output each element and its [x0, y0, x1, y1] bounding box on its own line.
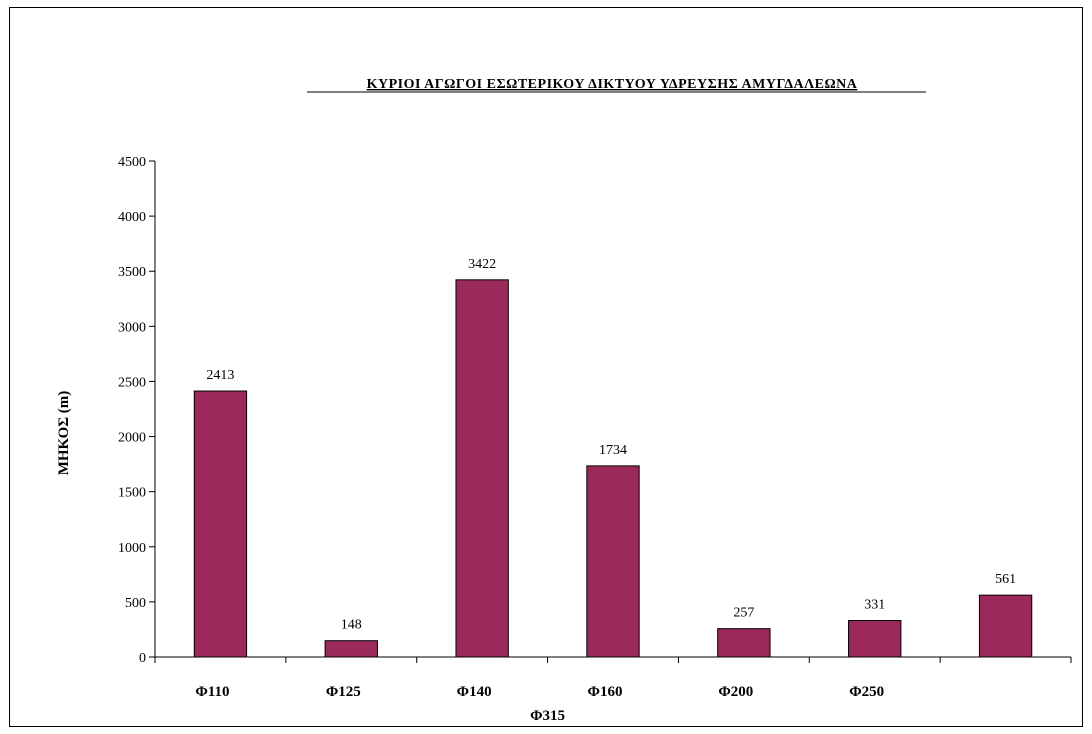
chart-title: ΚΥΡΙΟΙ ΑΓΩΓΟΙ ΕΣΩΤΕΡΙΚΟΥ ΔΙΚΤΥΟΥ ΥΔΡΕΥΣΗ… [367, 77, 858, 92]
bar [193, 390, 248, 658]
data-labels-group: 2413 148 3422 1734 257 331 561 [206, 257, 1016, 633]
bar [848, 620, 902, 658]
y-tick-label: 500 [125, 596, 146, 611]
data-label: 257 [733, 606, 754, 621]
y-tick-label: 4500 [118, 155, 146, 170]
data-label: 2413 [206, 368, 234, 383]
bar [455, 279, 509, 658]
category-label: Φ160 [588, 684, 623, 700]
category-labels-group: Φ110 Φ125 Φ140 Φ160 Φ200 Φ250 Φ315 [195, 684, 884, 724]
y-tick-label: 4000 [118, 210, 146, 225]
y-tick-label: 3000 [118, 320, 146, 335]
category-label: Φ250 [849, 684, 884, 700]
y-tick-label: 1000 [118, 541, 146, 556]
y-axis-label: ΜΗΚΟΣ (m) [56, 391, 72, 476]
bar [324, 640, 378, 658]
x-axis [154, 656, 1072, 663]
category-label: Φ200 [718, 684, 753, 700]
y-tick-label: 3500 [118, 265, 146, 280]
y-tick-label: 2500 [118, 375, 146, 390]
y-tick-label: 0 [139, 651, 146, 666]
chart-frame: ΚΥΡΙΟΙ ΑΓΩΓΟΙ ΕΣΩΤΕΡΙΚΟΥ ΔΙΚΤΥΟΥ ΥΔΡΕΥΣΗ… [9, 7, 1083, 727]
bar [717, 628, 771, 658]
category-label: Φ110 [195, 684, 229, 700]
bar [978, 594, 1033, 658]
category-label: Φ125 [326, 684, 361, 700]
bars-group [193, 279, 1033, 658]
bar [586, 465, 640, 658]
y-tick-label: 1500 [118, 486, 146, 501]
y-tick-label: 2000 [118, 431, 146, 446]
y-axis: 0 500 1000 1500 2000 2500 3000 3500 4000 4500 [118, 155, 156, 666]
data-label: 561 [995, 572, 1016, 587]
category-label: Φ140 [457, 684, 492, 700]
data-label: 331 [864, 598, 885, 613]
data-label: 3422 [468, 257, 496, 272]
data-label: 1734 [599, 443, 627, 458]
category-label: Φ315 [530, 708, 565, 724]
data-label: 148 [341, 618, 362, 633]
bar-chart: ΚΥΡΙΟΙ ΑΓΩΓΟΙ ΕΣΩΤΕΡΙΚΟΥ ΔΙΚΤΥΟΥ ΥΔΡΕΥΣΗ… [56, 77, 1072, 724]
